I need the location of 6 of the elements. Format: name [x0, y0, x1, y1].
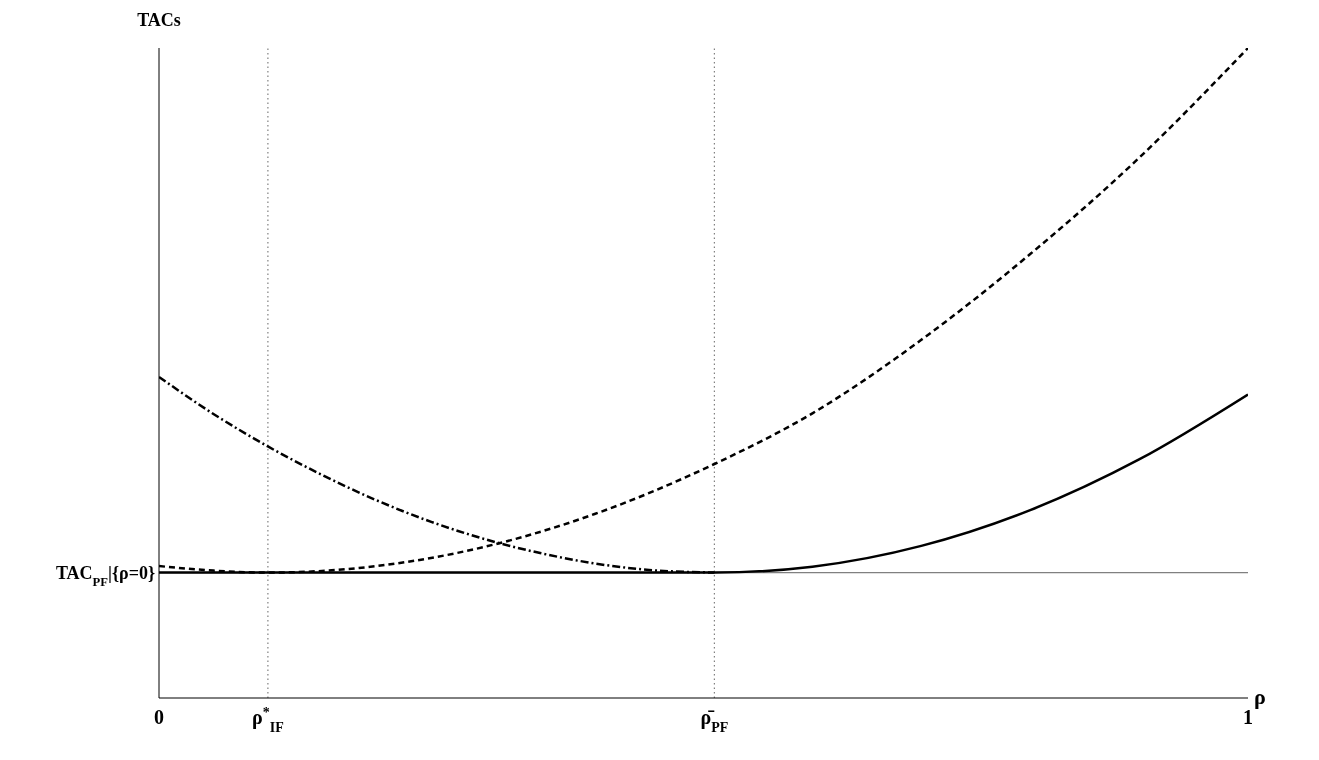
ref-line-label: TAC$_{PF}$|{ρ=0}	[55, 562, 155, 589]
x-tick-label: 0	[154, 706, 164, 728]
x-axis-title: ρ	[1254, 684, 1266, 709]
x-tick-label: ρ̄$_{PF}$	[700, 706, 729, 735]
y-axis-title: TACs	[137, 10, 181, 30]
x-tick-label: 1	[1243, 706, 1253, 728]
